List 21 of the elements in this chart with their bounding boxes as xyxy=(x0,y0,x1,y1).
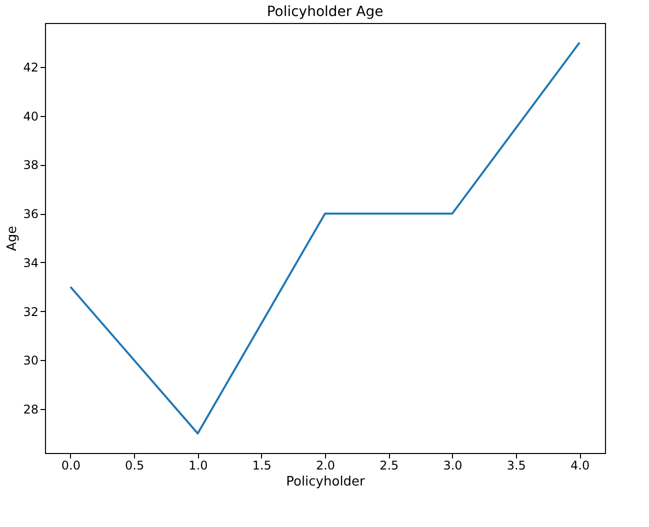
y-tick-label: 38 xyxy=(23,158,38,172)
y-tick-label: 40 xyxy=(23,109,38,124)
x-tick-label: 1.5 xyxy=(252,458,272,472)
x-tick-label: 0.0 xyxy=(61,458,80,472)
y-tick-label: 28 xyxy=(23,402,38,417)
y-tick-label: 34 xyxy=(23,256,38,270)
x-tick-label: 2.0 xyxy=(316,458,336,472)
x-tick-label: 3.0 xyxy=(443,458,462,472)
chart-title: Policyholder Age xyxy=(266,4,384,20)
y-tick-label: 42 xyxy=(23,60,38,74)
y-tick-label: 32 xyxy=(23,304,38,319)
x-tick-label: 2.5 xyxy=(380,458,399,472)
x-tick-label: 3.5 xyxy=(506,458,526,472)
x-tick-label: 1.0 xyxy=(188,458,208,472)
line-series xyxy=(69,42,581,434)
x-tick-label: 0.5 xyxy=(125,458,144,472)
x-axis-title: Policyholder xyxy=(286,474,366,490)
x-tick-label: 4.0 xyxy=(570,458,590,472)
y-tick-label: 36 xyxy=(23,207,38,222)
y-tick-label: 30 xyxy=(23,354,38,368)
y-axis-title: Age xyxy=(5,226,20,252)
